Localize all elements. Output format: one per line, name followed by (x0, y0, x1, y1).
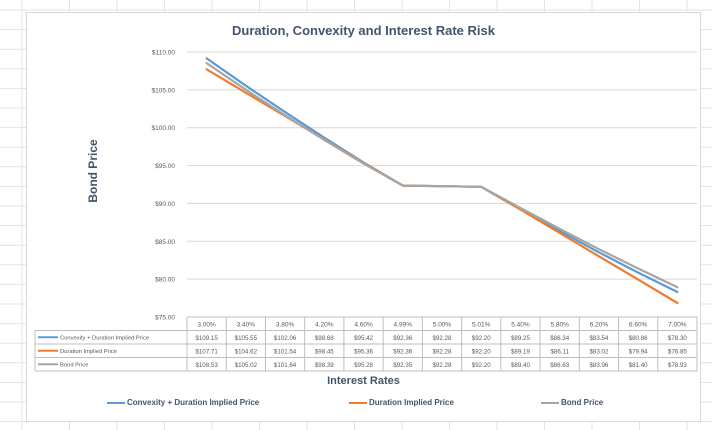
x-tick-label: 6.20% (590, 322, 609, 329)
table-cell-value: $79.94 (629, 349, 648, 356)
x-tick-label: 4.60% (354, 322, 373, 329)
table-cell-value: $92.28 (433, 349, 452, 356)
table-cell-value: $104.62 (235, 349, 258, 356)
legend-swatch (541, 401, 559, 404)
x-tick-label: 3.00% (197, 322, 216, 329)
table-cell-value: $78.30 (668, 335, 687, 342)
legend-label: Duration Implied Price (369, 398, 454, 407)
y-tick-label: $90.00 (155, 201, 175, 208)
table-cell-value: $83.96 (589, 362, 608, 369)
x-tick-label: 7.00% (668, 322, 687, 329)
table-cell-value: $95.42 (354, 335, 373, 342)
x-tick-label: 5.80% (550, 322, 569, 329)
x-axis-title: Interest Rates (327, 375, 400, 387)
table-cell-value: $92.20 (472, 349, 491, 356)
table-cell-value: $89.25 (511, 335, 530, 342)
table-cell-value: $101.64 (274, 362, 297, 369)
table-cell-value: $83.02 (589, 349, 608, 356)
x-tick-label: 3.40% (237, 322, 256, 329)
x-tick-label: 5.40% (511, 322, 530, 329)
table-cell-value: $95.28 (354, 362, 373, 369)
x-tick-label: 4.99% (394, 322, 413, 329)
table-series-name: Bond Price (60, 363, 88, 369)
legend-label: Bond Price (561, 398, 604, 407)
table-cell-value: $86.11 (550, 349, 569, 356)
y-tick-label: $75.00 (155, 315, 175, 322)
table-cell-value: $81.40 (629, 362, 648, 369)
legend-item: Convexity + Duration Implied Price (107, 398, 259, 407)
table-cell-value: $95.36 (354, 349, 373, 356)
series-line (205, 61, 679, 289)
table-cell-value: $86.34 (550, 335, 569, 342)
legend-item: Bond Price (541, 398, 603, 407)
plot-area: $75.00 $80.00 $85.00 $90.00 $95.00 $100.00 $10… (34, 50, 698, 372)
legend-item: Duration Implied Price (349, 398, 454, 407)
y-tick-label: $95.00 (155, 163, 175, 170)
legend-swatch (349, 401, 367, 404)
y-tick-label: $85.00 (155, 239, 175, 246)
table-cell-value: $78.93 (668, 362, 687, 369)
table-cell-value: $109.15 (195, 335, 218, 342)
table-cell-value: $92.36 (393, 349, 412, 356)
table-cell-value: $80.86 (629, 335, 648, 342)
table-cell-value: $105.02 (235, 362, 258, 369)
y-tick-label: $100.00 (152, 125, 176, 132)
table-cell-value: $83.54 (589, 335, 608, 342)
table-cell-value: $76.85 (668, 349, 687, 356)
y-tick-label: $80.00 (155, 277, 175, 284)
table-cell-value: $92.36 (393, 335, 412, 342)
legend-swatch (107, 401, 125, 404)
series-line (205, 57, 679, 294)
x-tick-label: 5.01% (472, 322, 491, 329)
x-tick-label: 3.80% (276, 322, 295, 329)
y-tick-label: $105.00 (152, 87, 176, 94)
table-cell-value: $107.71 (195, 349, 218, 356)
table-series-name: Convexity + Duration Implied Price (60, 336, 149, 342)
x-tick-label: 4.20% (315, 322, 334, 329)
chart-title: Duration, Convexity and Interest Rate Ri… (232, 23, 495, 38)
table-cell-value: $101.54 (274, 349, 297, 356)
legend-label: Convexity + Duration Implied Price (127, 398, 260, 407)
table-cell-value: $89.19 (511, 349, 530, 356)
chart-area[interactable]: Duration, Convexity and Interest Rate Ri… (26, 12, 701, 422)
table-cell-value: $86.63 (550, 362, 569, 369)
x-tick-label: 5.00% (433, 322, 452, 329)
table-cell-value: $92.28 (433, 362, 452, 369)
table-cell-value: $92.35 (393, 362, 412, 369)
table-cell-value: $102.06 (274, 335, 297, 342)
table-cell-value: $98.39 (315, 362, 334, 369)
table-cell-value: $92.28 (433, 335, 452, 342)
table-cell-value: $98.45 (315, 349, 334, 356)
table-cell-value: $92.20 (472, 362, 491, 369)
table-cell-value: $92.20 (472, 335, 491, 342)
y-tick-label: $110.00 (152, 50, 175, 57)
table-cell-value: $98.68 (315, 335, 334, 342)
table-cell-value: $89.40 (511, 362, 530, 369)
table-cell-value: $108.53 (195, 362, 218, 369)
x-tick-label: 6.60% (629, 322, 648, 329)
table-cell-value: $105.55 (235, 335, 258, 342)
table-series-name: Duration Implied Price (60, 349, 117, 355)
